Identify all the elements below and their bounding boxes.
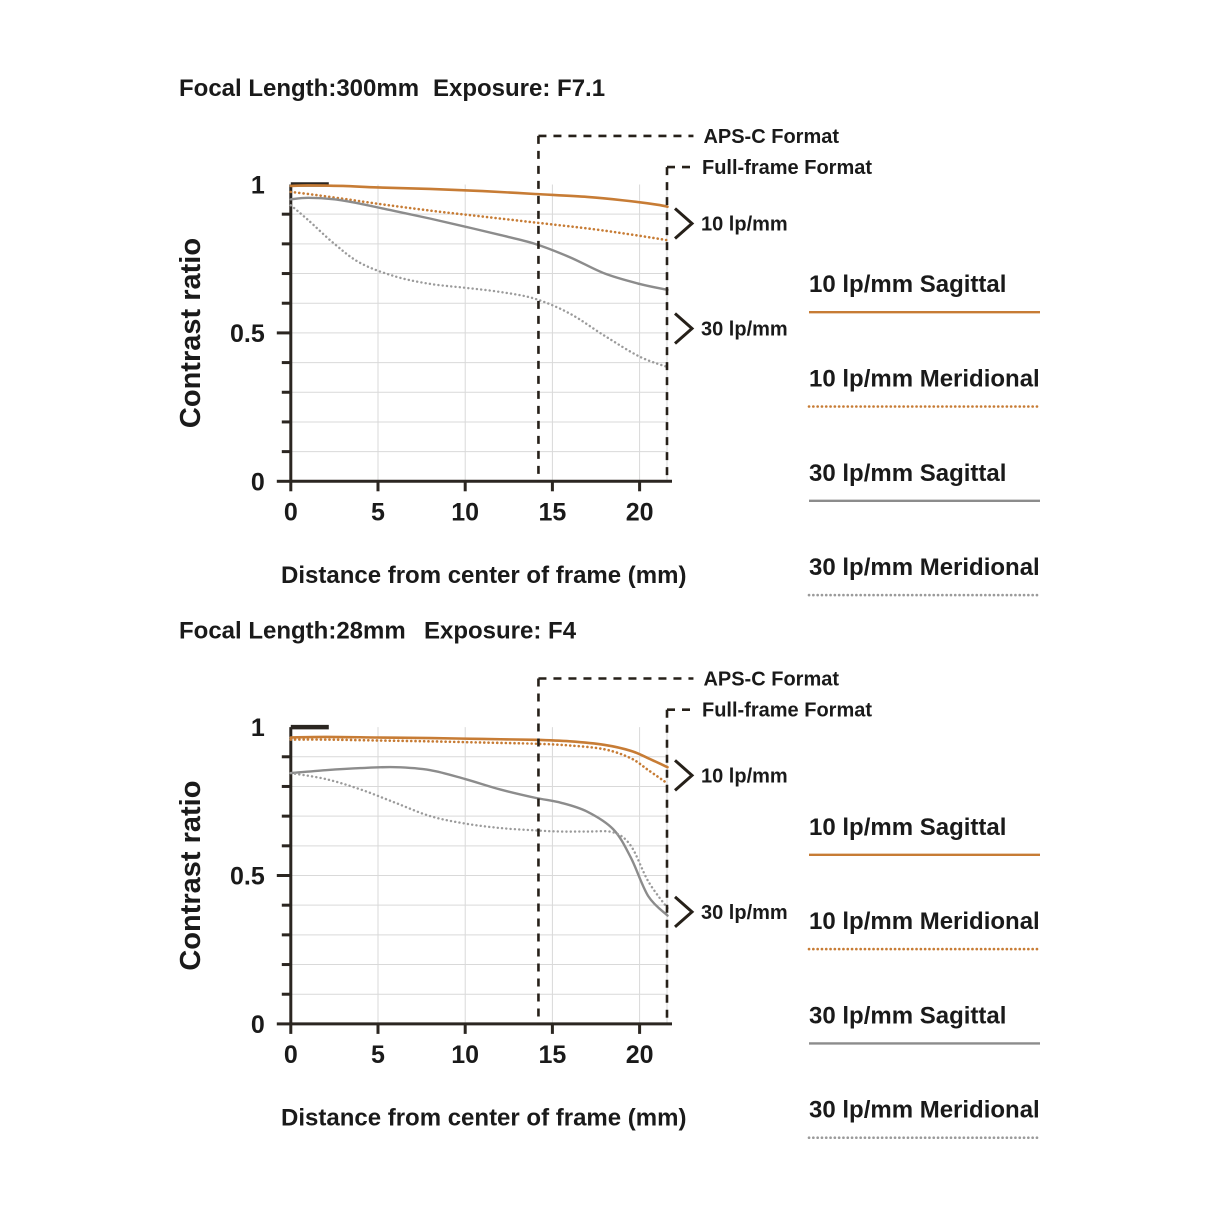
svg-text:0.5: 0.5	[230, 863, 265, 891]
svg-text:30 lp/mm: 30 lp/mm	[701, 318, 788, 340]
svg-text:10 lp/mm: 10 lp/mm	[701, 765, 788, 787]
svg-text:APS-C Format: APS-C Format	[703, 126, 839, 148]
svg-text:10 lp/mm Sagittal: 10 lp/mm Sagittal	[809, 814, 1006, 841]
svg-text:20: 20	[626, 498, 654, 526]
svg-text:1: 1	[251, 172, 265, 200]
svg-text:5: 5	[371, 498, 385, 526]
svg-text:20: 20	[626, 1041, 654, 1069]
svg-text:0: 0	[251, 1011, 265, 1039]
svg-text:Focal Length:300mm: Focal Length:300mm	[179, 75, 419, 102]
svg-text:APS-C Format: APS-C Format	[703, 669, 839, 691]
svg-text:15: 15	[538, 1041, 566, 1069]
svg-text:5: 5	[371, 1041, 385, 1069]
svg-text:Full-frame Format: Full-frame Format	[702, 700, 872, 722]
svg-text:10 lp/mm: 10 lp/mm	[701, 214, 788, 236]
svg-text:Exposure: F4: Exposure: F4	[424, 618, 577, 645]
svg-text:10: 10	[451, 1041, 479, 1069]
svg-text:Contrast ratio: Contrast ratio	[175, 238, 207, 428]
svg-text:0: 0	[284, 498, 298, 526]
svg-text:10 lp/mm Meridional: 10 lp/mm Meridional	[809, 366, 1040, 393]
svg-text:30 lp/mm Sagittal: 30 lp/mm Sagittal	[809, 460, 1006, 487]
svg-text:0.5: 0.5	[230, 320, 265, 348]
svg-text:30 lp/mm Meridional: 30 lp/mm Meridional	[809, 1097, 1040, 1124]
svg-text:Focal Length:28mm: Focal Length:28mm	[179, 618, 406, 645]
svg-text:1: 1	[251, 714, 265, 742]
svg-text:30 lp/mm Sagittal: 30 lp/mm Sagittal	[809, 1002, 1006, 1029]
svg-text:10 lp/mm Sagittal: 10 lp/mm Sagittal	[809, 271, 1006, 298]
svg-text:0: 0	[251, 468, 265, 496]
svg-text:10: 10	[451, 498, 479, 526]
svg-text:Contrast ratio: Contrast ratio	[175, 781, 207, 971]
svg-text:Exposure: F7.1: Exposure: F7.1	[433, 75, 605, 102]
svg-text:15: 15	[538, 498, 566, 526]
svg-text:30 lp/mm: 30 lp/mm	[701, 902, 788, 924]
svg-text:30 lp/mm Meridional: 30 lp/mm Meridional	[809, 554, 1040, 581]
svg-text:Distance from center of frame: Distance from center of frame (mm)	[281, 1105, 686, 1132]
svg-text:0: 0	[284, 1041, 298, 1069]
svg-text:Full-frame Format: Full-frame Format	[702, 157, 872, 179]
svg-text:Distance from center of frame: Distance from center of frame (mm)	[281, 562, 686, 589]
svg-text:10 lp/mm Meridional: 10 lp/mm Meridional	[809, 908, 1040, 935]
